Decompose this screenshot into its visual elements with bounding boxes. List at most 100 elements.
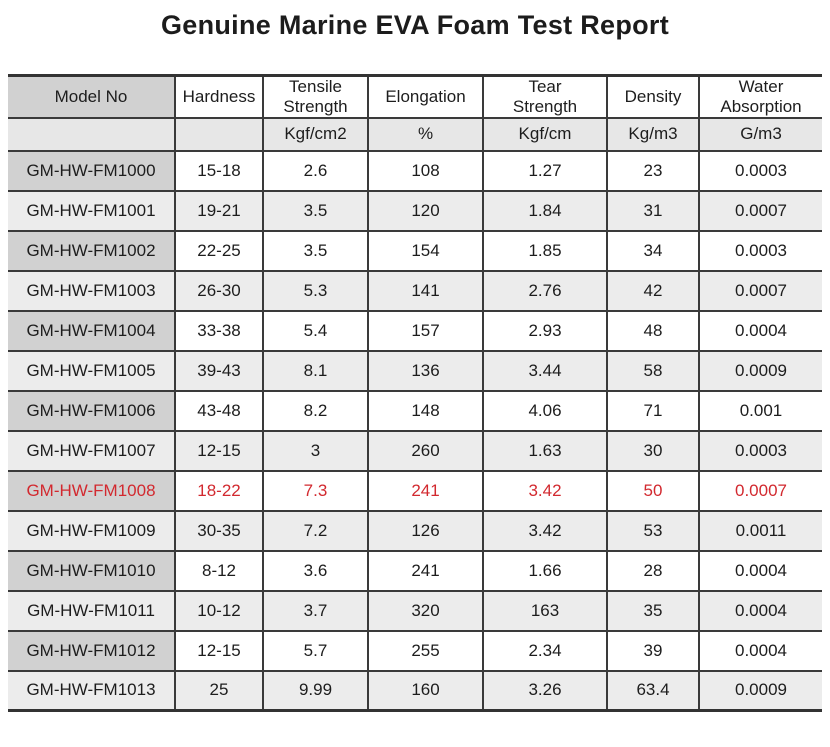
table-cell: 136 [367,350,483,391]
table-cell: 31 [606,190,699,231]
table-cell: 2.93 [482,310,607,351]
table-cell: 241 [367,550,483,591]
table-cell: 0.0004 [698,630,822,671]
table-row: GM-HW-FM1006 43-48 8.2 148 4.06 71 0.001 [8,390,822,431]
model-cell: GM-HW-FM1009 [8,510,175,551]
table-cell: 163 [482,590,607,631]
table-cell: 12-15 [174,430,263,471]
table-cell: 3.5 [262,230,368,271]
table-cell: 26-30 [174,270,263,311]
table-cell: 108 [367,150,483,191]
units-row: Kgf/cm2 % Kgf/cm Kg/m3 G/m3 [8,117,822,151]
table-cell: 1.27 [482,150,607,191]
model-cell: GM-HW-FM1005 [8,350,175,391]
table-row: GM-HW-FM1001 19-21 3.5 120 1.84 31 0.0007 [8,190,822,231]
model-cell: GM-HW-FM1007 [8,430,175,471]
model-cell: GM-HW-FM1003 [8,270,175,311]
table-cell: 141 [367,270,483,311]
model-cell: GM-HW-FM1006 [8,390,175,431]
unit-cell-model-no [8,117,175,151]
table-cell: 0.0003 [698,150,822,191]
table-row: GM-HW-FM1010 8-12 3.6 241 1.66 28 0.0004 [8,550,822,591]
table-cell: 148 [367,390,483,431]
table-row: GM-HW-FM1000 15-18 2.6 108 1.27 23 0.0003 [8,150,822,191]
table-cell: 2.34 [482,630,607,671]
table-cell: 120 [367,190,483,231]
table-cell: 1.85 [482,230,607,271]
table-cell: 0.001 [698,390,822,431]
model-cell: GM-HW-FM1004 [8,310,175,351]
table-cell: 34 [606,230,699,271]
table-cell: 0.0007 [698,470,822,511]
table-cell: 18-22 [174,470,263,511]
table-cell: 3.42 [482,510,607,551]
table-cell: 3.42 [482,470,607,511]
column-header-model-no: Model No [8,75,175,118]
table-cell: 1.63 [482,430,607,471]
model-cell: GM-HW-FM1013 [8,670,175,711]
table-cell: 1.66 [482,550,607,591]
table-row: GM-HW-FM1002 22-25 3.5 154 1.85 34 0.0003 [8,230,822,271]
table-cell: 154 [367,230,483,271]
table-cell: 8-12 [174,550,263,591]
table-cell: 2.76 [482,270,607,311]
table-cell: 19-21 [174,190,263,231]
table-row-highlighted: GM-HW-FM1008 18-22 7.3 241 3.42 50 0.0007 [8,470,822,511]
unit-cell-elongation: % [367,117,483,151]
table-body: GM-HW-FM1000 15-18 2.6 108 1.27 23 0.0003 GM-HW… [8,150,822,711]
table-cell: 4.06 [482,390,607,431]
table-cell: 255 [367,630,483,671]
table-cell: 3 [262,430,368,471]
table-cell: 7.2 [262,510,368,551]
table-cell: 15-18 [174,150,263,191]
table-cell: 58 [606,350,699,391]
unit-cell-water-absorption: G/m3 [698,117,822,151]
table-cell: 42 [606,270,699,311]
model-cell: GM-HW-FM1002 [8,230,175,271]
column-header-hardness: Hardness [174,75,263,118]
table-cell: 126 [367,510,483,551]
table-cell: 5.3 [262,270,368,311]
page-title: Genuine Marine EVA Foam Test Report [160,10,670,40]
unit-cell-density: Kg/m3 [606,117,699,151]
table-cell: 0.0004 [698,590,822,631]
table-cell: 157 [367,310,483,351]
table-cell: 9.99 [262,670,368,711]
table-cell: 260 [367,430,483,471]
table-cell: 30-35 [174,510,263,551]
column-header-elongation: Elongation [367,75,483,118]
unit-cell-tear-strength: Kgf/cm [482,117,607,151]
table-row: GM-HW-FM1007 12-15 3 260 1.63 30 0.0003 [8,430,822,471]
table-cell: 5.7 [262,630,368,671]
model-cell: GM-HW-FM1000 [8,150,175,191]
column-header-density: Density [606,75,699,118]
table-cell: 35 [606,590,699,631]
table-row: GM-HW-FM1005 39-43 8.1 136 3.44 58 0.0009 [8,350,822,391]
table-cell: 39-43 [174,350,263,391]
table-cell: 3.44 [482,350,607,391]
header-row: Model No Hardness Tensile Strength Elong… [8,75,822,118]
table-cell: 0.0003 [698,230,822,271]
model-cell: GM-HW-FM1008 [8,470,175,511]
table-cell: 320 [367,590,483,631]
table-cell: 71 [606,390,699,431]
column-header-water-absorption: Water Absorption [698,75,822,118]
table-cell: 43-48 [174,390,263,431]
table-cell: 0.0003 [698,430,822,471]
unit-cell-hardness [174,117,263,151]
table-cell: 0.0007 [698,270,822,311]
table-cell: 241 [367,470,483,511]
model-cell: GM-HW-FM1001 [8,190,175,231]
table-cell: 0.0004 [698,310,822,351]
column-header-tensile-strength: Tensile Strength [262,75,368,118]
table-cell: 50 [606,470,699,511]
table-cell: 12-15 [174,630,263,671]
table-cell: 0.0004 [698,550,822,591]
table-row: GM-HW-FM1003 26-30 5.3 141 2.76 42 0.0007 [8,270,822,311]
table-cell: 0.0009 [698,670,822,711]
table-cell: 48 [606,310,699,351]
table-cell: 30 [606,430,699,471]
table-cell: 39 [606,630,699,671]
table-row: GM-HW-FM1013 25 9.99 160 3.26 63.4 0.0009 [8,670,822,711]
table-cell: 3.26 [482,670,607,711]
